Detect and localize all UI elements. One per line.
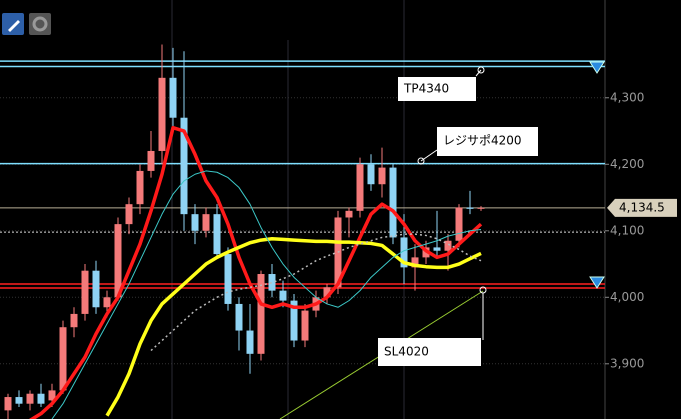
candle-body bbox=[455, 207, 463, 241]
candle-body bbox=[279, 290, 287, 301]
handle[interactable] bbox=[417, 157, 425, 165]
candle-body bbox=[125, 204, 133, 225]
candle-body bbox=[477, 207, 485, 209]
candle-body bbox=[136, 170, 144, 205]
candle-body bbox=[235, 303, 243, 331]
candle-body bbox=[70, 313, 78, 328]
candle-body bbox=[114, 224, 122, 298]
candle-body bbox=[411, 257, 419, 268]
candle-body bbox=[224, 254, 232, 304]
candle-body bbox=[191, 214, 199, 231]
candle-body bbox=[4, 397, 12, 411]
moving-average bbox=[150, 233, 482, 352]
candle-body bbox=[378, 167, 386, 185]
candle-body bbox=[213, 214, 221, 255]
moving-average bbox=[105, 237, 482, 417]
handle[interactable] bbox=[477, 66, 485, 74]
candle-body bbox=[257, 274, 265, 354]
candle-body bbox=[180, 117, 188, 215]
candle-body bbox=[290, 300, 298, 341]
alert-marker[interactable] bbox=[589, 61, 605, 74]
pencil bbox=[8, 20, 20, 32]
candle-body bbox=[103, 297, 111, 308]
candle-body bbox=[26, 393, 34, 404]
candle-body bbox=[433, 247, 441, 251]
note-box[interactable] bbox=[398, 77, 476, 101]
settings-icon[interactable] bbox=[29, 13, 51, 35]
candle-body bbox=[37, 393, 45, 404]
candle-body bbox=[246, 330, 254, 354]
candle-body bbox=[147, 150, 155, 171]
candle-body bbox=[345, 210, 353, 218]
candle-body bbox=[444, 240, 452, 251]
candle-body bbox=[466, 207, 474, 209]
candle-body bbox=[169, 77, 177, 118]
y-tick-label: 3,900 bbox=[610, 356, 644, 370]
y-tick-label: 4,100 bbox=[610, 223, 644, 237]
y-tick-label: 4,200 bbox=[610, 157, 644, 171]
price-tag bbox=[607, 198, 677, 217]
candle-body bbox=[323, 287, 331, 298]
alert-marker[interactable] bbox=[589, 276, 605, 289]
price-tag-label: 4,134.5 bbox=[619, 200, 665, 214]
candle-body bbox=[59, 327, 67, 391]
candle-body bbox=[400, 237, 408, 268]
candle-body bbox=[367, 164, 375, 185]
y-tick-label: 4,300 bbox=[610, 90, 644, 104]
candle-body bbox=[356, 164, 364, 211]
candle-body bbox=[301, 310, 309, 341]
moving-average bbox=[51, 170, 482, 419]
y-tick-label: 4,000 bbox=[610, 290, 644, 304]
note-box[interactable] bbox=[437, 127, 538, 156]
note-box[interactable] bbox=[378, 338, 481, 366]
connector bbox=[475, 69, 482, 77]
candle-body bbox=[158, 77, 166, 151]
candle-body bbox=[92, 270, 100, 308]
candle-body bbox=[389, 167, 397, 238]
edit-icon[interactable] bbox=[2, 13, 24, 35]
note-text: TP4340 bbox=[403, 82, 449, 96]
candle-body bbox=[202, 214, 210, 231]
candle-body bbox=[15, 397, 23, 404]
note-text: レジサポ4200 bbox=[443, 134, 522, 148]
handle[interactable] bbox=[479, 286, 487, 294]
candle-body bbox=[48, 390, 56, 401]
note-text: SL4020 bbox=[384, 345, 429, 359]
moving-average bbox=[29, 125, 483, 419]
gear bbox=[32, 16, 48, 32]
candle-body bbox=[268, 274, 276, 291]
candle-body bbox=[81, 270, 89, 314]
plot bbox=[0, 44, 605, 419]
